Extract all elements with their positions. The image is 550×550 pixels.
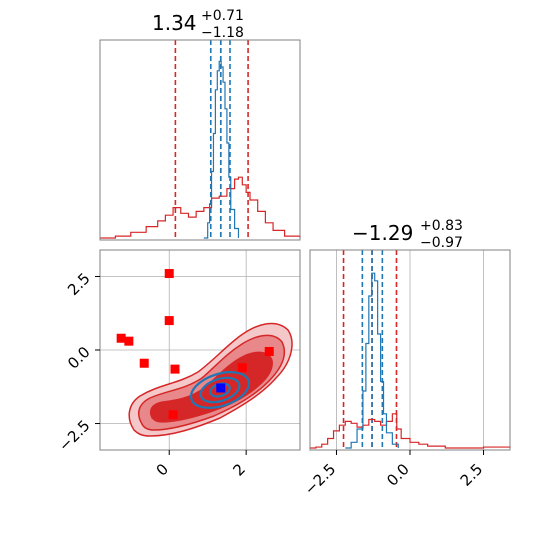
contour-panel: 0 2 −2.5 0.0 2.5 [55, 249, 301, 480]
contour-ytick-label: −2.5 [55, 416, 93, 454]
param2-series [310, 272, 511, 449]
param2-ticks: −2.5 0.0 2.5 [301, 450, 487, 499]
param2-xtick-label: 0.0 [383, 460, 413, 490]
param1-axes-frame [99, 39, 301, 241]
red-square-marker [164, 269, 174, 279]
param1-series [100, 60, 301, 239]
red-square-marker [237, 363, 247, 373]
param2-xtick-label: −2.5 [301, 460, 339, 498]
blue-square-marker [216, 383, 226, 393]
blue-contour-outer [189, 371, 251, 409]
param2-blue-histogram-line [345, 272, 399, 449]
param2-red-histogram-line [310, 413, 511, 449]
param2-histogram-panel: −1.29 +0.83 −0.97 −2.5 0.0 2.5 [301, 218, 511, 499]
contour-markers [116, 269, 274, 420]
red-square-marker [264, 346, 274, 356]
red-square-marker [139, 358, 149, 368]
red-contours [128, 322, 293, 437]
red-square-marker [168, 410, 178, 420]
param1-vlines [174, 40, 249, 240]
param2-title-upper: +0.83 [420, 218, 463, 234]
red-square-marker [170, 364, 180, 374]
param1-blue-histogram-line [203, 60, 240, 239]
param1-histogram-panel: 1.34 +0.71 −1.18 [99, 8, 301, 241]
param1-title: 1.34 [152, 11, 197, 35]
param1-red-histogram-line [100, 176, 301, 239]
param1-title-lower: −1.18 [201, 25, 244, 41]
contour-xtick-label: 0 [153, 460, 172, 479]
blue-contour-mid [199, 376, 241, 404]
param2-title-lower: −0.97 [420, 235, 463, 251]
param2-title: −1.29 [352, 221, 413, 245]
red-square-marker [164, 316, 174, 326]
param1-title-value: 1.34 [152, 11, 197, 35]
contour-ytick-label: 2.5 [64, 269, 94, 299]
red-square-marker [124, 336, 134, 346]
param1-title-upper: +0.71 [201, 8, 244, 24]
contour-ytick-label: 0.0 [64, 343, 94, 373]
param2-grid [336, 250, 484, 450]
red-square-marker [116, 333, 126, 343]
param2-title-value: −1.29 [352, 221, 413, 245]
contour-xtick-label: 2 [230, 460, 249, 479]
param2-xtick-label: 2.5 [457, 460, 487, 490]
